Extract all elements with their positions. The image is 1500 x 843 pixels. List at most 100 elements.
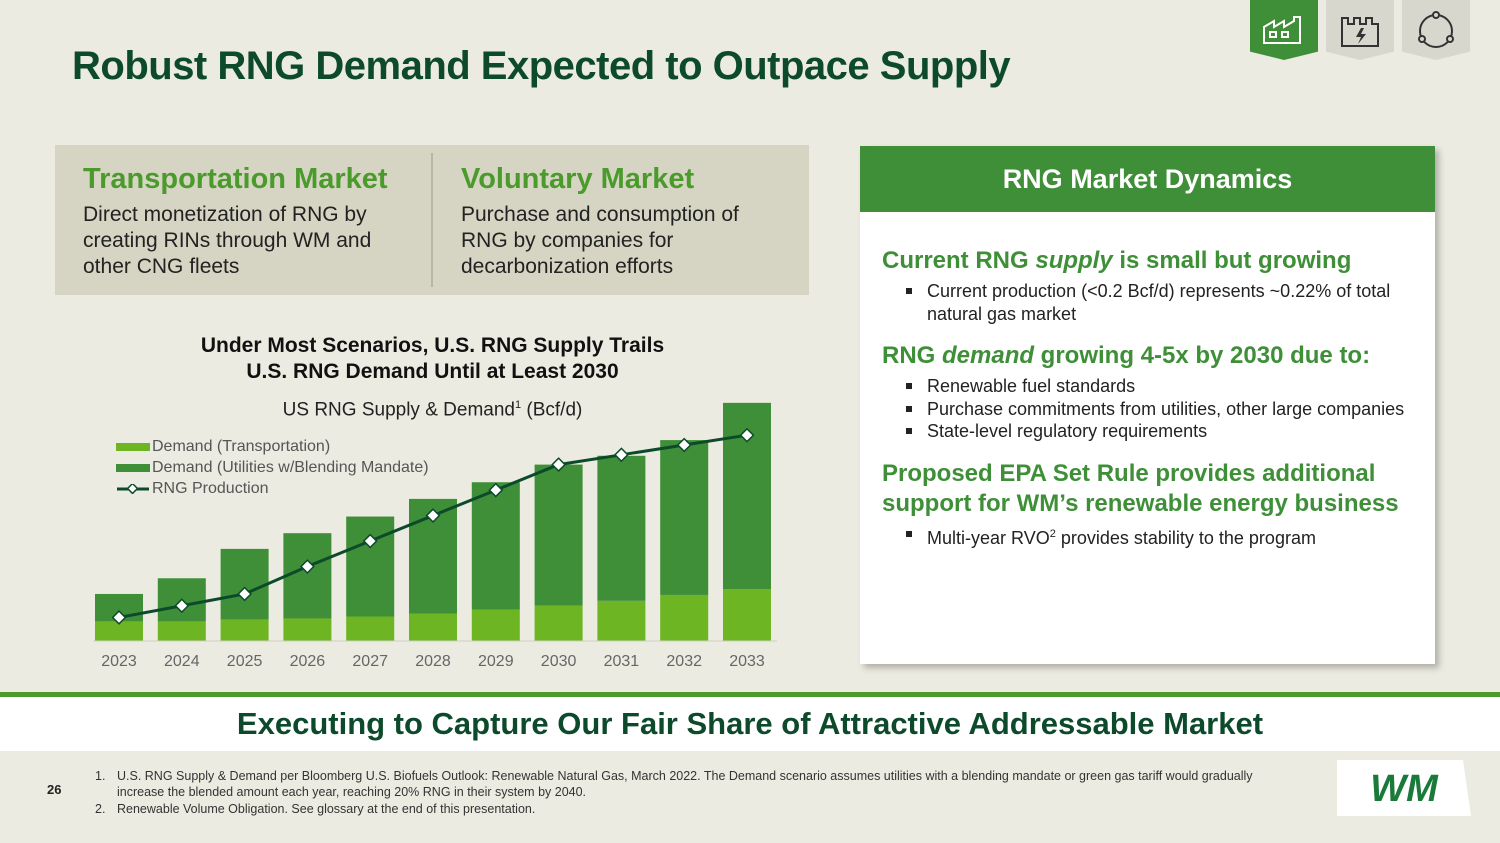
chart-legend: Demand (Transportation) Demand (Utilitie… (116, 436, 429, 499)
chart-subtitle: US RNG Supply & Demand1 (Bcf/d) (150, 399, 715, 421)
supply-heading: Current RNG supply is small but growing (882, 246, 1413, 276)
legend-swatch (116, 463, 150, 472)
transportation-market: Transportation Market Direct monetizatio… (55, 145, 431, 295)
market-title: Transportation Market (83, 163, 388, 195)
panel-header: RNG Market Dynamics (860, 146, 1435, 212)
footnote-marker: 2 (1049, 527, 1056, 540)
bar-transportation (346, 616, 395, 641)
x-tick-label: 2027 (352, 653, 388, 670)
market-description: Purchase and consumption of RNG by compa… (461, 203, 739, 278)
page-number: 26 (47, 782, 62, 797)
bullet-text: Multi-year RVO (927, 527, 1050, 548)
footnote-number: 1. (95, 769, 106, 783)
legend-label: RNG Production (152, 479, 269, 497)
footnote-text: U.S. RNG Supply & Demand per Bloomberg U… (117, 769, 1253, 799)
bullet-item: Purchase commitments from utilities, oth… (904, 398, 1413, 421)
x-tick-label: 2033 (729, 653, 765, 670)
supply-demand-chart: 2023 2024 2025 2026 2027 2028 2029 2030 2031 2032… (93, 402, 777, 670)
bar-transportation (409, 613, 457, 641)
bar-utilities (283, 533, 332, 619)
landfill-icon (1263, 16, 1301, 44)
heading-text: growing 4-5x by 2030 due to: (1034, 342, 1371, 369)
footnote: 1. U.S. RNG Supply & Demand per Bloomber… (95, 768, 1255, 800)
x-tick-label: 2031 (604, 653, 640, 670)
legend-label: Demand (Utilities w/Blending Mandate) (152, 458, 429, 476)
x-tick-label: 2024 (164, 653, 200, 670)
power-plant-tab[interactable] (1326, 0, 1394, 60)
legend-item-utilities: Demand (Utilities w/Blending Mandate) (116, 457, 429, 478)
cycle-tab[interactable] (1402, 0, 1470, 60)
bar-transportation (534, 605, 583, 641)
production-point (299, 559, 315, 574)
chart-subtitle-unit: (Bcf/d) (521, 399, 583, 421)
x-tick-label: 2026 (290, 653, 326, 670)
bar-transportation (220, 619, 269, 641)
heading-text: is small but growing (1112, 247, 1352, 274)
footnote-text: Renewable Volume Obligation. See glossar… (117, 802, 536, 816)
production-point (551, 457, 567, 473)
x-tick-label: 2029 (478, 653, 514, 670)
bar-transportation (597, 600, 646, 641)
production-point (425, 508, 441, 523)
bar-transportation (95, 621, 143, 641)
bar-transportation (471, 609, 520, 641)
legend-label: Demand (Transportation) (152, 437, 331, 455)
footnote-marker: 1 (514, 399, 522, 411)
chart-subtitle-text: US RNG Supply & Demand (282, 399, 515, 421)
demand-heading: RNG demand growing 4-5x by 2030 due to: (882, 341, 1413, 371)
footnote-number: 2. (95, 802, 106, 816)
legend-swatch (116, 442, 150, 451)
bar-utilities (597, 455, 646, 601)
bar-utilities (660, 440, 709, 595)
logo-text: WM (1370, 768, 1439, 810)
production-point (111, 610, 127, 625)
bar-transportation (157, 621, 206, 641)
x-tick-label: 2023 (101, 653, 137, 670)
demand-list: Renewable fuel standards Purchase commit… (882, 375, 1413, 443)
production-point (488, 482, 504, 498)
bullet-text: provides stability to the program (1055, 527, 1316, 548)
epa-list: Multi-year RVO2 provides stability to th… (882, 523, 1413, 550)
production-point (174, 598, 190, 614)
bullet-item: Renewable fuel standards (904, 375, 1413, 398)
bottom-banner: Executing to Capture Our Fair Share of A… (0, 697, 1500, 751)
markets-box: Transportation Market Direct monetizatio… (55, 145, 809, 295)
chart-title-line1: Under Most Scenarios, U.S. RNG Supply Tr… (200, 334, 665, 357)
heading-text: RNG (882, 342, 942, 369)
bar-transportation (723, 589, 771, 641)
panel-body: Current RNG supply is small but growing … (860, 212, 1435, 549)
footnote: 2. Renewable Volume Obligation. See glos… (95, 801, 1255, 817)
bullet-item: State-level regulatory requirements (904, 420, 1413, 443)
landfill-tab[interactable] (1250, 0, 1318, 60)
epa-heading: Proposed EPA Set Rule provides additiona… (882, 459, 1399, 517)
section-nav (1250, 0, 1470, 60)
market-title: Voluntary Market (461, 163, 695, 195)
divider-line (0, 692, 1500, 697)
chart-title: Under Most Scenarios, U.S. RNG Supply Tr… (150, 333, 715, 385)
supply-list: Current production (<0.2 Bcf/d) represen… (882, 280, 1413, 325)
market-dynamics-panel: RNG Market Dynamics Current RNG supply i… (860, 146, 1435, 664)
production-point (613, 447, 629, 463)
heading-emphasis: supply (1035, 247, 1113, 274)
bar-utilities (346, 516, 395, 617)
power-plant-icon (1341, 17, 1379, 47)
bullet-item: Current production (<0.2 Bcf/d) represen… (904, 280, 1413, 325)
production-point (739, 427, 755, 443)
bar-utilities (471, 482, 520, 610)
bar-transportation (283, 618, 332, 641)
x-tick-label: 2032 (666, 653, 702, 670)
footnotes: 1. U.S. RNG Supply & Demand per Bloomber… (95, 768, 1255, 818)
page-title: Robust RNG Demand Expected to Outpace Su… (72, 44, 1011, 88)
production-point (362, 533, 378, 549)
wm-logo: WM (1337, 760, 1471, 816)
bar-utilities (534, 464, 583, 606)
x-tick-label: 2025 (227, 653, 263, 670)
voluntary-market: Voluntary Market Purchase and consumptio… (431, 153, 809, 287)
wm-logo-mark: WM (1370, 768, 1439, 810)
heading-emphasis: demand (942, 342, 1035, 369)
production-point (676, 437, 692, 453)
bar-transportation (660, 594, 709, 641)
legend-item-transportation: Demand (Transportation) (116, 436, 429, 457)
legend-line-marker (117, 483, 149, 494)
market-description: Direct monetization of RNG by creating R… (83, 203, 372, 278)
